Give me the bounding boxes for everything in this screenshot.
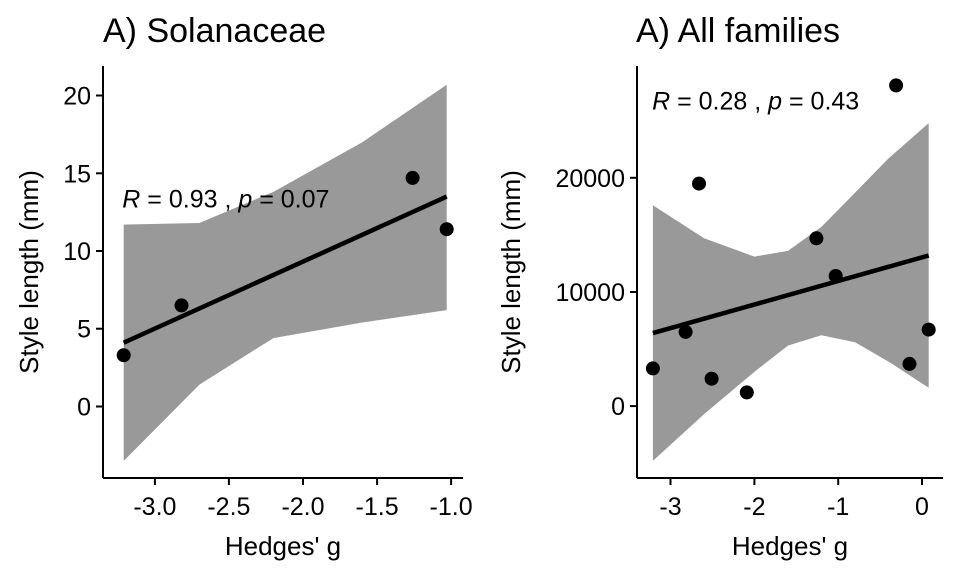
y-tick-label: 20000 [555,165,625,193]
x-axis-title: Hedges' g [732,531,848,561]
y-tick-label: 15 [63,160,91,188]
x-tick-label: -1.5 [356,493,399,521]
data-point [692,176,706,191]
correlation-annotation: R = 0.28 , p = 0.43 [652,87,859,115]
r-label: R [652,87,670,115]
data-point [439,222,454,237]
y-tick-label: 10000 [555,279,625,307]
panel-2: A) All families R = 0.28 , p = 0.43 0 10000… [496,12,943,561]
data-point [828,269,843,283]
x-tick-label: 0 [915,493,929,521]
y-tick-label: 0 [611,393,625,421]
r-value: = 0.93 , [140,186,238,214]
data-point [809,231,824,246]
y-tick-label: 0 [77,394,91,422]
p-label: p [767,87,782,115]
data-point [739,385,754,400]
x-tick-label: -3.0 [133,493,176,521]
x-tick-label: -1.0 [430,493,473,521]
x-tick-label: -2.5 [207,493,250,521]
y-axis-title: Style length (mm) [496,170,526,374]
p-value: = 0.07 [252,186,329,214]
x-tick-label: -3 [659,493,681,521]
data-point [704,371,719,386]
data-point [405,170,420,185]
data-point [902,356,917,371]
chart-title: A) All families [636,12,840,50]
confidence-band [123,84,447,461]
y-tick-label: 5 [77,316,91,344]
chart-title: A) Solanaceae [103,12,326,50]
data-point [645,361,660,376]
regression-line [652,253,930,336]
data-point [889,78,904,93]
x-tick-label: -2.0 [281,493,324,521]
x-tick-label: -2 [743,493,765,521]
x-axis-title: Hedges' g [225,531,341,561]
p-label: p [237,186,252,214]
r-value: = 0.28 , [670,87,768,115]
data-point [678,324,693,339]
data-point [116,348,131,363]
x-tick-label: -1 [827,493,849,521]
y-tick-label: 20 [63,83,91,111]
correlation-annotation: R = 0.93 , p = 0.07 [122,186,329,214]
y-axis-title: Style length (mm) [14,170,44,374]
p-value: = 0.43 [782,87,859,115]
panel-1: A) Solanaceae R = 0.93 , p = 0.07 0 5 10 15 20… [14,12,473,561]
data-point [921,322,936,337]
data-point [174,298,189,313]
y-tick-label: 10 [63,238,91,266]
r-label: R [122,186,140,214]
regression-line [122,194,448,345]
